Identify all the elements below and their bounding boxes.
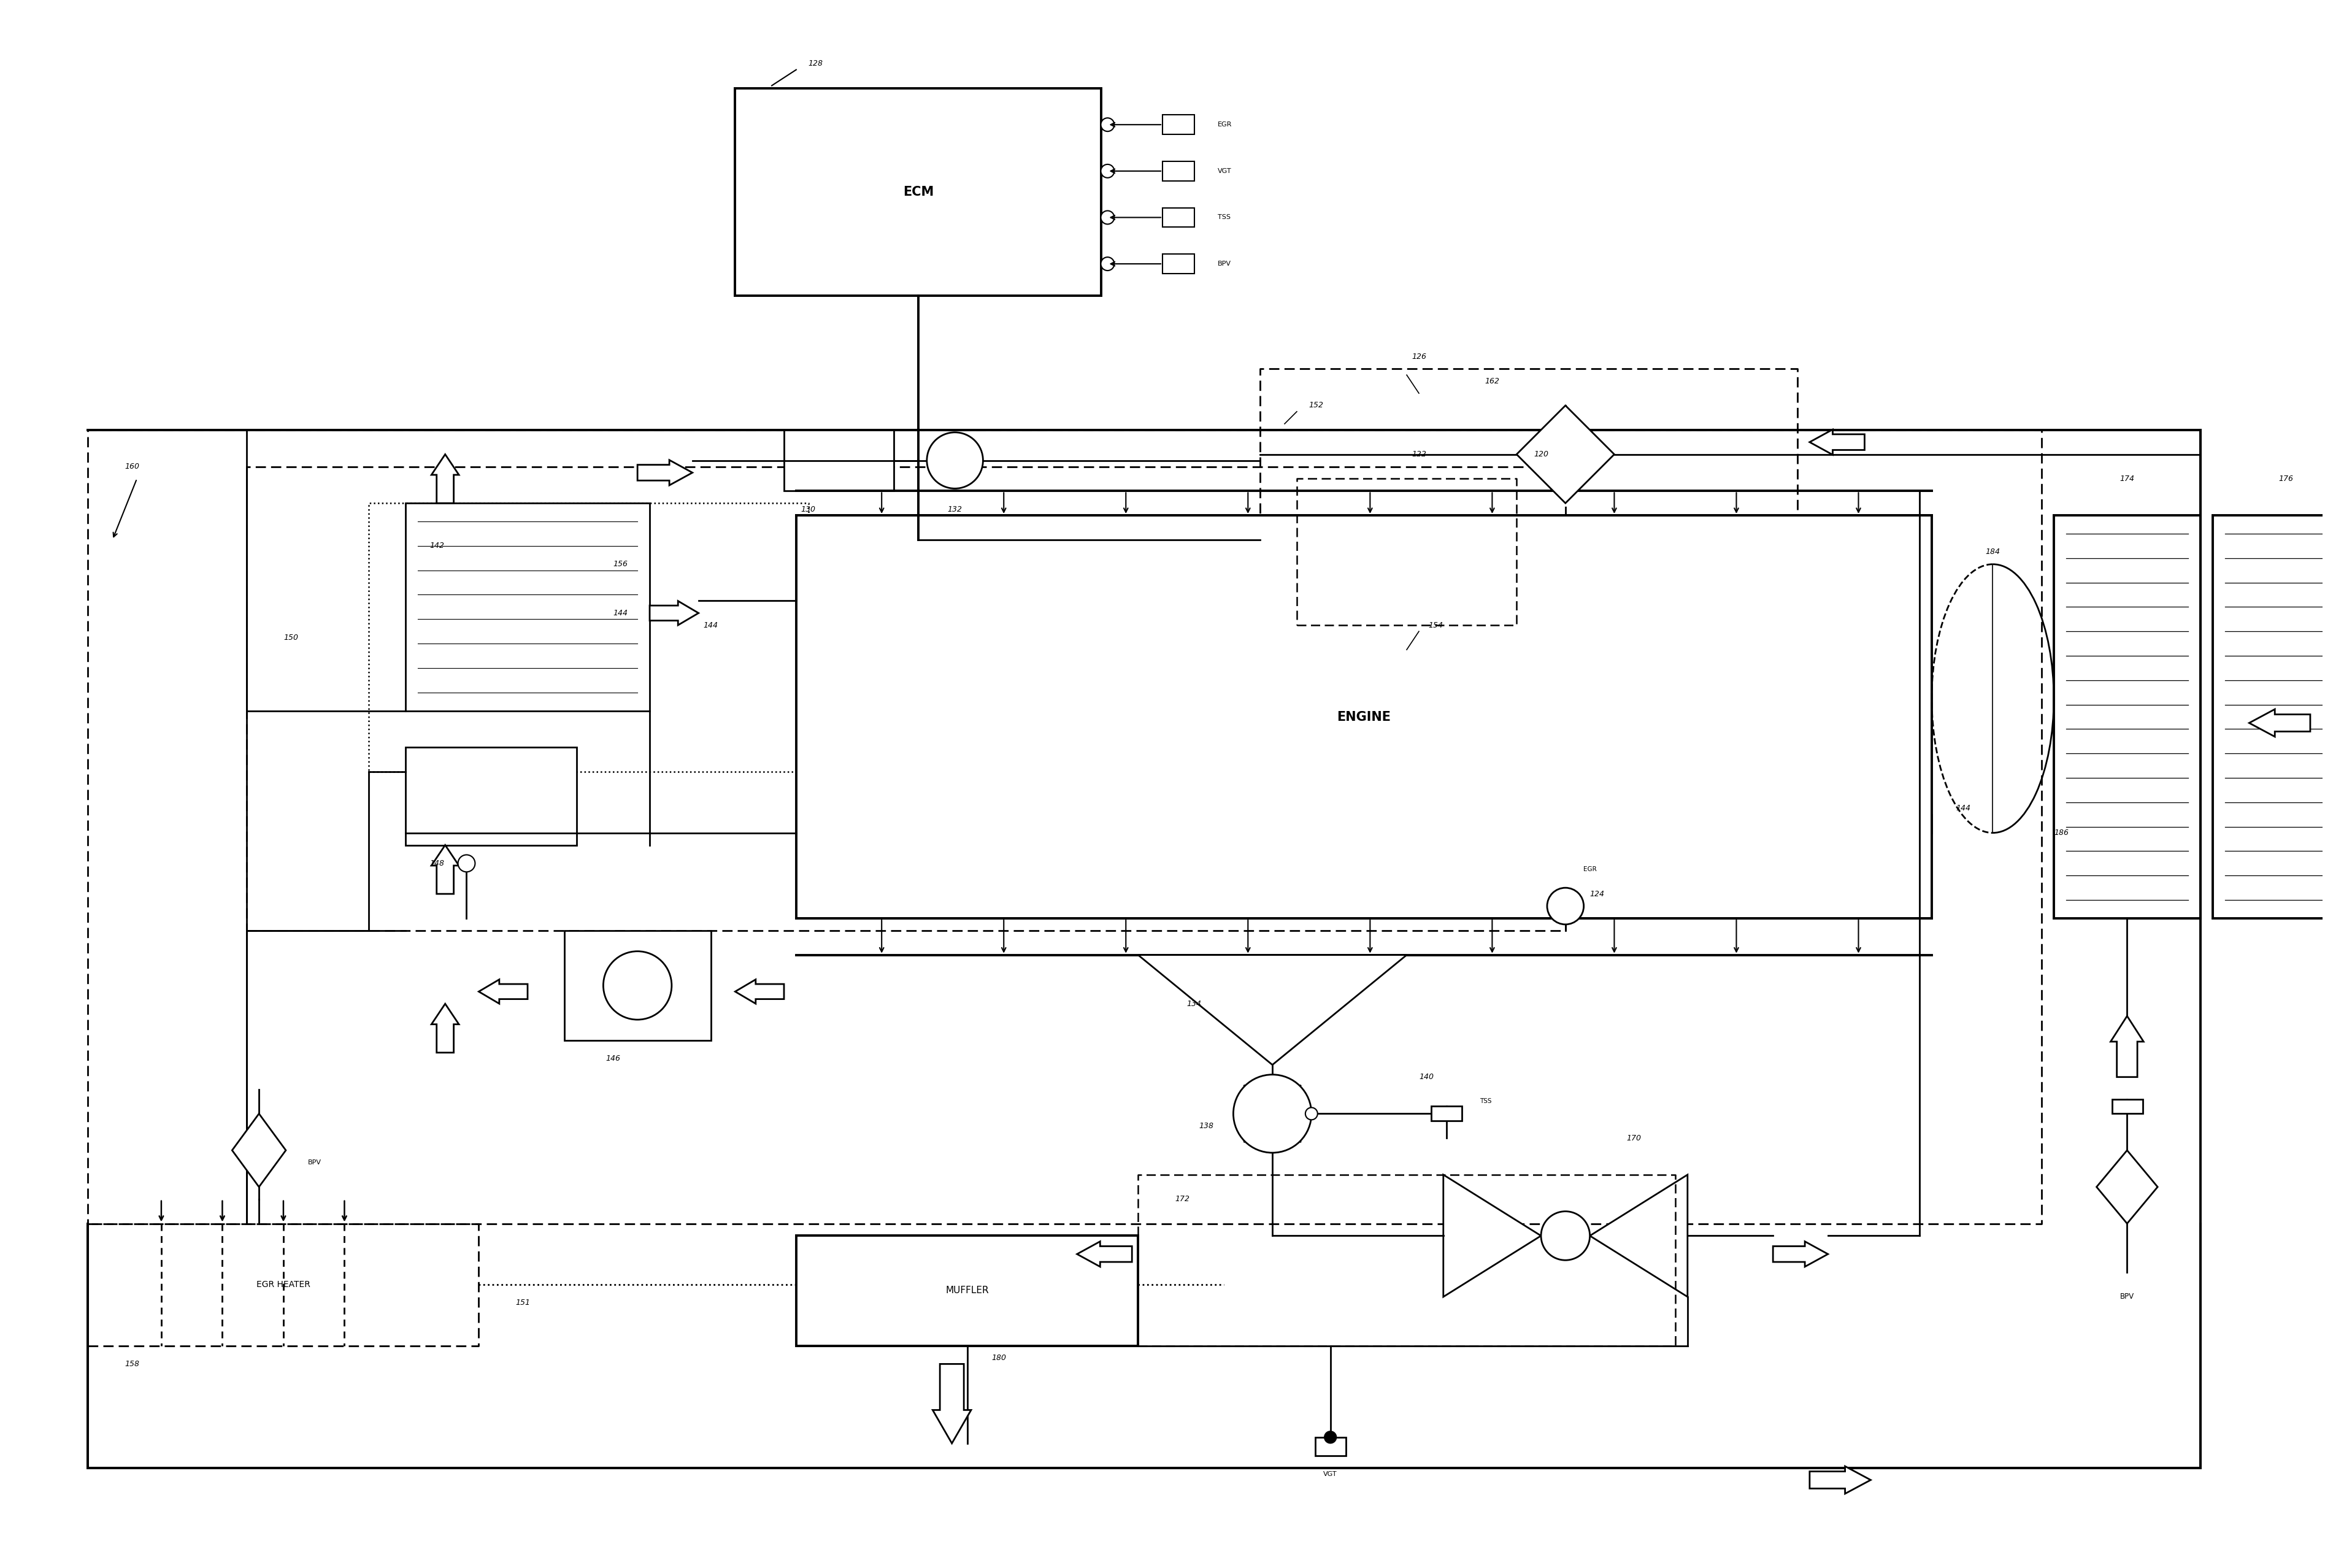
Text: 152: 152 xyxy=(1309,401,1323,409)
Text: 144: 144 xyxy=(614,608,628,618)
Polygon shape xyxy=(233,1113,286,1187)
Polygon shape xyxy=(479,980,528,1004)
Polygon shape xyxy=(1444,1174,1541,1297)
Text: 158: 158 xyxy=(126,1359,140,1367)
Text: 122: 122 xyxy=(1411,450,1425,458)
Text: 170: 170 xyxy=(1628,1134,1641,1142)
Text: EGR: EGR xyxy=(1218,122,1232,127)
Text: ECM: ECM xyxy=(902,185,935,198)
Text: 124: 124 xyxy=(1590,891,1604,898)
Text: 146: 146 xyxy=(607,1055,621,1063)
Polygon shape xyxy=(1076,1242,1132,1267)
Bar xyxy=(1162,114,1195,135)
Bar xyxy=(405,748,577,845)
Text: BPV: BPV xyxy=(307,1159,321,1165)
Circle shape xyxy=(1232,1074,1311,1152)
Bar xyxy=(405,503,649,710)
Bar xyxy=(795,516,1932,919)
Text: BPV: BPV xyxy=(2120,1294,2134,1301)
Polygon shape xyxy=(637,459,693,485)
Circle shape xyxy=(1100,118,1114,132)
Bar xyxy=(735,88,1102,296)
Circle shape xyxy=(928,433,983,489)
Text: 138: 138 xyxy=(1200,1121,1214,1131)
Bar xyxy=(2113,1099,2144,1113)
Polygon shape xyxy=(2248,709,2311,737)
Text: 172: 172 xyxy=(1174,1195,1190,1203)
Text: BPV: BPV xyxy=(1218,260,1230,267)
Circle shape xyxy=(1100,210,1114,224)
Circle shape xyxy=(1100,165,1114,177)
Polygon shape xyxy=(432,455,458,503)
Circle shape xyxy=(458,855,474,872)
Bar xyxy=(2213,516,2325,919)
Text: VGT: VGT xyxy=(1218,168,1232,174)
Polygon shape xyxy=(1590,1174,1688,1297)
Text: TSS: TSS xyxy=(1481,1099,1493,1104)
Text: 150: 150 xyxy=(284,633,298,641)
Polygon shape xyxy=(432,845,458,894)
Text: 176: 176 xyxy=(2278,475,2292,483)
Bar xyxy=(1162,254,1195,274)
Text: 162: 162 xyxy=(1486,376,1500,386)
Text: ENGINE: ENGINE xyxy=(1337,710,1390,723)
Text: 130: 130 xyxy=(802,505,816,513)
Bar xyxy=(1162,162,1195,180)
Bar xyxy=(795,1236,1137,1345)
Text: 128: 128 xyxy=(809,60,823,67)
Polygon shape xyxy=(649,601,698,626)
Circle shape xyxy=(1325,1432,1337,1443)
Polygon shape xyxy=(1809,1466,1872,1494)
Circle shape xyxy=(1100,257,1114,271)
Polygon shape xyxy=(1774,1242,1827,1267)
Bar xyxy=(1316,1438,1346,1455)
Text: 186: 186 xyxy=(2053,829,2069,837)
Text: 144: 144 xyxy=(704,621,718,629)
Text: 120: 120 xyxy=(1535,450,1548,458)
Text: 126: 126 xyxy=(1411,353,1425,361)
Polygon shape xyxy=(2097,1151,2158,1223)
Polygon shape xyxy=(932,1364,972,1443)
Circle shape xyxy=(1304,1107,1318,1120)
Text: 148: 148 xyxy=(430,859,444,867)
Text: 144: 144 xyxy=(1955,804,1972,812)
Text: 154: 154 xyxy=(1428,621,1444,629)
Text: 140: 140 xyxy=(1418,1073,1435,1080)
Polygon shape xyxy=(735,980,784,1004)
Text: VGT: VGT xyxy=(1323,1471,1337,1477)
Polygon shape xyxy=(1516,406,1614,503)
Polygon shape xyxy=(432,1004,458,1052)
Text: TSS: TSS xyxy=(1218,215,1230,221)
Text: 134: 134 xyxy=(1188,1000,1202,1008)
Text: EGR HEATER: EGR HEATER xyxy=(256,1281,309,1289)
Text: MUFFLER: MUFFLER xyxy=(946,1286,988,1295)
Polygon shape xyxy=(2111,1016,2144,1077)
Text: 160: 160 xyxy=(126,463,140,470)
Bar xyxy=(2053,516,2199,919)
Circle shape xyxy=(1541,1212,1590,1261)
Bar xyxy=(784,430,893,491)
Circle shape xyxy=(1546,887,1583,925)
Text: 142: 142 xyxy=(430,543,444,550)
Text: 151: 151 xyxy=(516,1298,530,1306)
Bar xyxy=(1432,1107,1462,1121)
Circle shape xyxy=(602,952,672,1019)
Bar xyxy=(565,930,711,1041)
Polygon shape xyxy=(1137,955,1407,1065)
Text: 156: 156 xyxy=(614,560,628,568)
Polygon shape xyxy=(1809,430,1865,455)
Text: 132: 132 xyxy=(949,505,963,513)
Text: 174: 174 xyxy=(2120,475,2134,483)
Text: 180: 180 xyxy=(990,1353,1007,1363)
Text: EGR: EGR xyxy=(1583,867,1597,872)
Bar xyxy=(1162,207,1195,227)
Text: 184: 184 xyxy=(1986,549,2000,557)
